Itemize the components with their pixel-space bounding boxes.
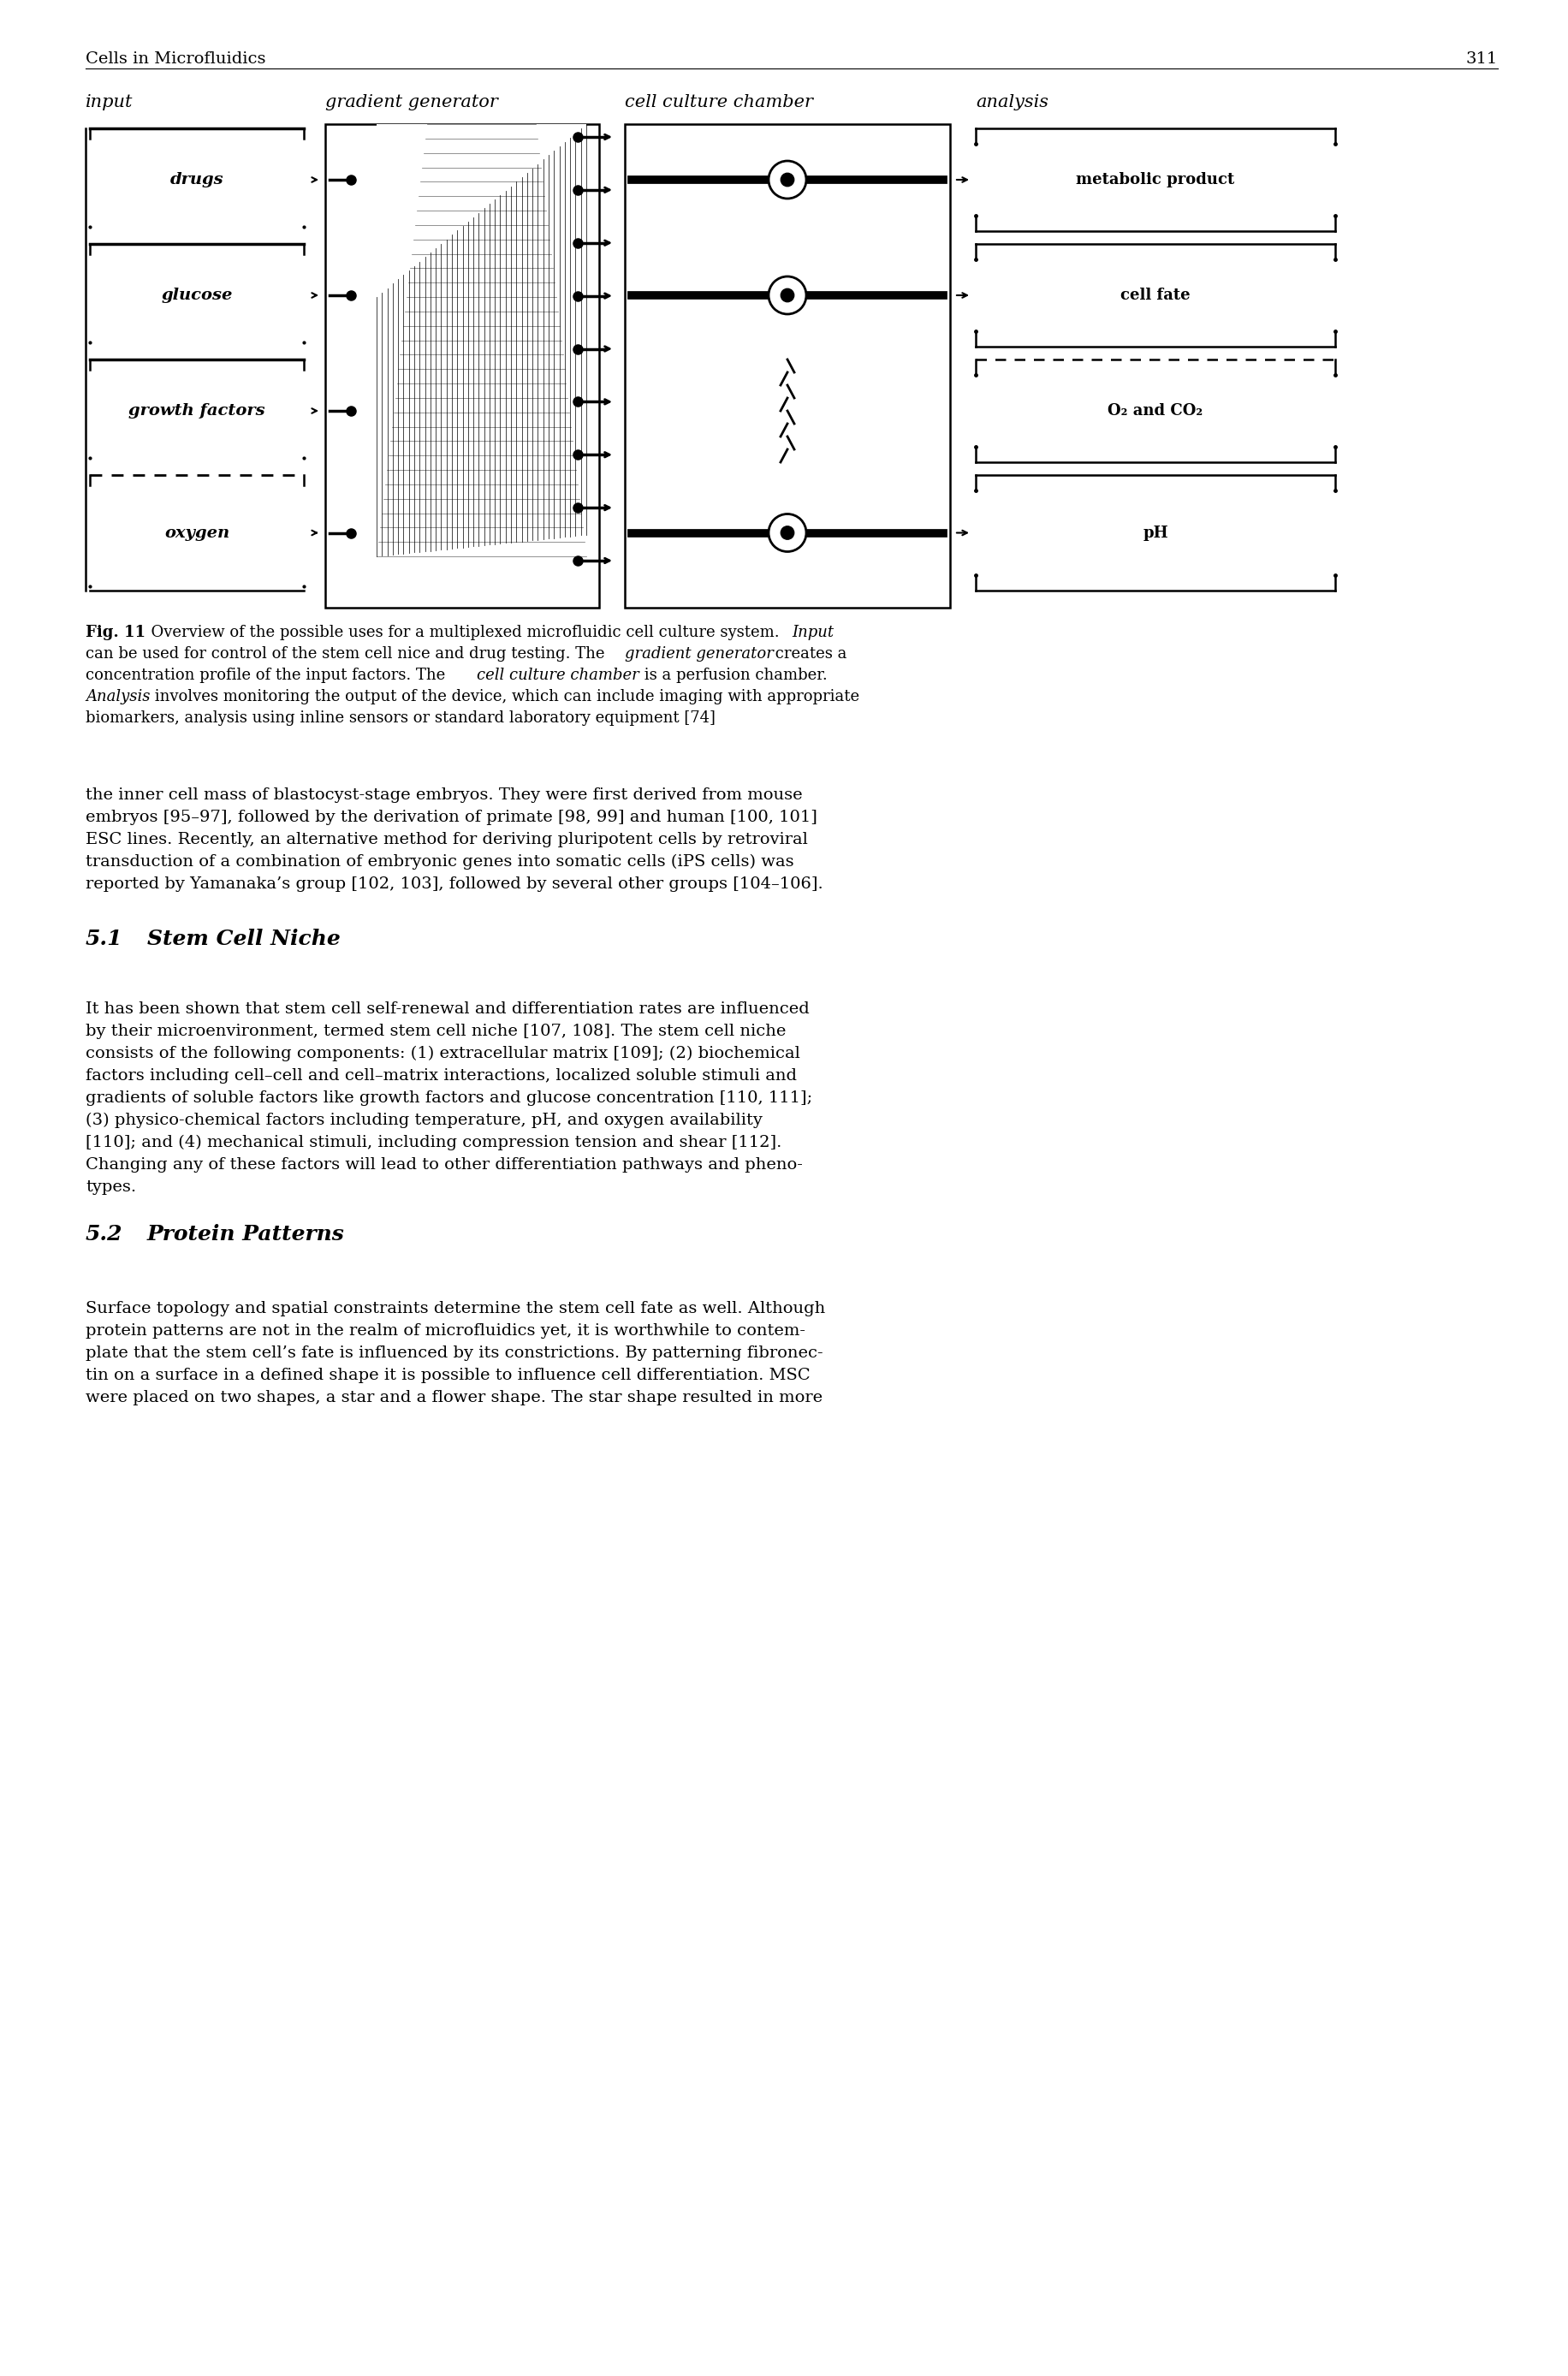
- Text: Cells in Microfluidics: Cells in Microfluidics: [86, 52, 265, 67]
- Text: pH: pH: [1143, 525, 1168, 539]
- Text: were placed on two shapes, a star and a flower shape. The star shape resulted in: were placed on two shapes, a star and a …: [86, 1390, 823, 1404]
- Text: glucose: glucose: [162, 287, 232, 304]
- Text: transduction of a combination of embryonic genes into somatic cells (iPS cells) : transduction of a combination of embryon…: [86, 855, 793, 870]
- Circle shape: [768, 162, 806, 200]
- Text: cell culture chamber: cell culture chamber: [477, 668, 640, 682]
- Text: [110]; and (4) mechanical stimuli, including compression tension and shear [112]: [110]; and (4) mechanical stimuli, inclu…: [86, 1136, 782, 1150]
- Bar: [325, 124, 599, 608]
- Text: 5.2: 5.2: [86, 1224, 122, 1245]
- Circle shape: [781, 525, 793, 539]
- Text: 5.1: 5.1: [86, 929, 122, 948]
- Text: (3) physico-chemical factors including temperature, pH, and oxygen availability: (3) physico-chemical factors including t…: [86, 1112, 762, 1129]
- Bar: [624, 124, 950, 608]
- Text: ESC lines. Recently, an alternative method for deriving pluripotent cells by ret: ESC lines. Recently, an alternative meth…: [86, 832, 808, 848]
- Text: reported by Yamanaka’s group [102, 103], followed by several other groups [104–1: reported by Yamanaka’s group [102, 103],…: [86, 877, 823, 891]
- Text: gradients of soluble factors like growth factors and glucose concentration [110,: gradients of soluble factors like growth…: [86, 1091, 812, 1105]
- Text: Surface topology and spatial constraints determine the stem cell fate as well. A: Surface topology and spatial constraints…: [86, 1302, 825, 1316]
- Text: factors including cell–cell and cell–matrix interactions, localized soluble stim: factors including cell–cell and cell–mat…: [86, 1069, 797, 1083]
- Bar: [376, 124, 586, 556]
- Text: creates a: creates a: [770, 646, 847, 661]
- Text: protein patterns are not in the realm of microfluidics yet, it is worthwhile to : protein patterns are not in the realm of…: [86, 1323, 806, 1338]
- Text: consists of the following components: (1) extracellular matrix [109]; (2) bioche: consists of the following components: (1…: [86, 1045, 800, 1062]
- Text: Overview of the possible uses for a multiplexed microfluidic cell culture system: Overview of the possible uses for a mult…: [141, 625, 784, 639]
- Text: Stem Cell Niche: Stem Cell Niche: [147, 929, 340, 948]
- Text: oxygen: oxygen: [165, 525, 229, 539]
- Circle shape: [768, 276, 806, 314]
- Text: 311: 311: [1466, 52, 1497, 67]
- Text: gradient generator: gradient generator: [624, 646, 773, 661]
- Text: input: input: [86, 95, 133, 109]
- Text: is a perfusion chamber.: is a perfusion chamber.: [640, 668, 828, 682]
- Text: involves monitoring the output of the device, which can include imaging with app: involves monitoring the output of the de…: [151, 689, 859, 703]
- Circle shape: [781, 290, 793, 302]
- Text: types.: types.: [86, 1178, 136, 1195]
- Text: O₂ and CO₂: O₂ and CO₂: [1109, 404, 1203, 418]
- Circle shape: [781, 173, 793, 185]
- Text: Changing any of these factors will lead to other differentiation pathways and ph: Changing any of these factors will lead …: [86, 1157, 803, 1174]
- Text: drugs: drugs: [169, 171, 224, 188]
- Text: Protein Patterns: Protein Patterns: [147, 1224, 345, 1245]
- Text: embryos [95–97], followed by the derivation of primate [98, 99] and human [100, : embryos [95–97], followed by the derivat…: [86, 810, 817, 824]
- Text: concentration profile of the input factors. The: concentration profile of the input facto…: [86, 668, 450, 682]
- Text: Fig. 11: Fig. 11: [86, 625, 146, 639]
- Text: cell fate: cell fate: [1121, 287, 1190, 304]
- Text: tin on a surface in a defined shape it is possible to influence cell differentia: tin on a surface in a defined shape it i…: [86, 1369, 811, 1383]
- Text: the inner cell mass of blastocyst-stage embryos. They were first derived from mo: the inner cell mass of blastocyst-stage …: [86, 786, 803, 803]
- Text: cell culture chamber: cell culture chamber: [624, 95, 814, 109]
- Text: growth factors: growth factors: [129, 404, 265, 418]
- Text: plate that the stem cell’s fate is influenced by its constrictions. By patternin: plate that the stem cell’s fate is influ…: [86, 1345, 823, 1361]
- Text: biomarkers, analysis using inline sensors or standard laboratory equipment [74]: biomarkers, analysis using inline sensor…: [86, 710, 715, 725]
- Text: Analysis: Analysis: [86, 689, 151, 703]
- Text: It has been shown that stem cell self-renewal and differentiation rates are infl: It has been shown that stem cell self-re…: [86, 1000, 809, 1017]
- Text: metabolic product: metabolic product: [1076, 171, 1234, 188]
- Text: analysis: analysis: [975, 95, 1049, 109]
- Text: by their microenvironment, termed stem cell niche [107, 108]. The stem cell nich: by their microenvironment, termed stem c…: [86, 1024, 786, 1038]
- Text: can be used for control of the stem cell nice and drug testing. The: can be used for control of the stem cell…: [86, 646, 610, 661]
- Circle shape: [768, 513, 806, 551]
- Text: gradient generator: gradient generator: [325, 95, 499, 109]
- Text: Input: Input: [792, 625, 834, 639]
